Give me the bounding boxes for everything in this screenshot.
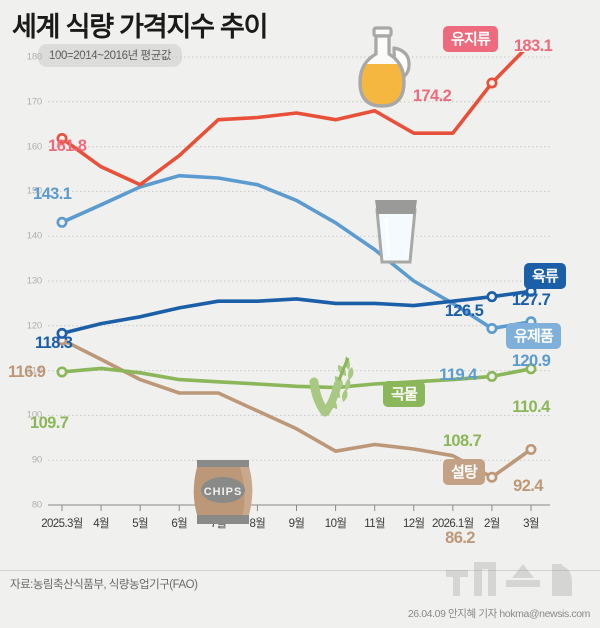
y-axis-tick-label: 160 — [26, 141, 42, 153]
y-axis-tick-label: 140 — [26, 230, 42, 242]
x-axis-tick-label: 6월 — [171, 518, 188, 530]
x-axis-tick-label: 9월 — [288, 518, 305, 530]
source-note: 자료:농림축산식품부, 식량농업기구(FAO) — [10, 579, 198, 591]
value-label: 119.4 — [439, 366, 477, 384]
y-axis-tick-label: 80 — [31, 499, 42, 511]
x-axis-tick-label: 12월 — [402, 518, 425, 530]
data-point-marker — [486, 291, 498, 303]
value-label: 109.7 — [30, 414, 69, 432]
series-line-유지류 — [60, 52, 525, 187]
chips-bag-icon: CHIPS — [193, 460, 253, 524]
y-axis-tick-label: 130 — [26, 275, 42, 287]
data-point-marker — [486, 370, 498, 382]
series-badge-곡물: 곡물 — [383, 381, 426, 407]
footer-divider — [0, 570, 600, 571]
value-label: 143.1 — [33, 185, 72, 203]
value-label: 116.9 — [8, 363, 46, 381]
x-axis-tick-label: 5월 — [132, 518, 149, 530]
y-axis-tick-label: 90 — [31, 454, 42, 466]
series-badge-유제품: 유제품 — [506, 323, 562, 349]
value-label: 118.3 — [35, 334, 73, 352]
chart-canvas — [48, 52, 550, 511]
milk-glass-icon — [375, 200, 417, 264]
value-label: 183.1 — [513, 37, 553, 55]
x-axis-tick-label: 10월 — [324, 518, 347, 530]
value-label: 127.7 — [511, 291, 551, 309]
data-point-marker — [486, 77, 498, 89]
series-line-곡물 — [60, 366, 533, 390]
value-label: 92.4 — [513, 477, 543, 495]
y-axis-tick-label: 110 — [27, 365, 42, 377]
series-line-육류 — [60, 289, 533, 336]
x-axis-tick-label: 2026.1월 — [432, 518, 474, 530]
x-axis-tick-label: 3월 — [523, 518, 539, 530]
series-badge-설탕: 설탕 — [443, 459, 486, 485]
x-tickmarks-group — [61, 505, 532, 511]
value-label: 110.4 — [512, 398, 550, 416]
series-badge-육류: 육류 — [524, 263, 567, 289]
data-point-marker — [486, 471, 498, 483]
x-axis-tick-label: 11월 — [364, 518, 386, 530]
series-lines-group — [60, 52, 533, 480]
x-axis-tick-label: 4월 — [93, 518, 109, 530]
series-line-설탕 — [60, 337, 533, 480]
subtitle-text: 100=2014~2016년 평균값 — [49, 50, 172, 62]
y-axis-tick-label: 100 — [26, 409, 42, 421]
series-line-유제품 — [60, 173, 533, 331]
data-point-marker — [525, 443, 537, 455]
x-axis-tick-label: 2월 — [484, 518, 500, 530]
y-axis-tick-label: 120 — [26, 320, 42, 332]
data-point-marker — [56, 366, 68, 378]
page-title: 세계 식량 가격지수 추이 — [12, 12, 269, 42]
x-axis-tick-label: 8월 — [249, 518, 266, 530]
value-label: 174.2 — [412, 87, 452, 105]
chart-plot-area: 80 90 100 110 120 130 140 150 160 170 180 2025.3월 4… — [27, 52, 552, 545]
svg-text:CHIPS: CHIPS — [204, 486, 243, 498]
oil-jug-icon — [358, 26, 411, 108]
subtitle-pill: 100=2014~2016년 평균값 — [38, 44, 183, 67]
value-label: 86.2 — [445, 529, 475, 547]
value-label: 120.9 — [511, 352, 551, 370]
series-badge-유지류: 유지류 — [443, 26, 499, 52]
y-axis-tick-label: 180 — [26, 51, 42, 63]
newsis-watermark-logo — [446, 562, 572, 596]
x-axis-tick-label: 2025.3월 — [41, 518, 83, 530]
y-axis-tick-label: 170 — [26, 96, 42, 108]
value-label: 161.8 — [48, 137, 87, 155]
data-point-marker — [56, 327, 68, 339]
data-point-marker — [56, 133, 68, 145]
wheat-icon — [309, 356, 354, 417]
y-axis-tick-label: 150 — [26, 185, 42, 197]
reporter-credit: 26.04.09 안지혜 기자 hokma@newsis.com — [407, 608, 591, 620]
data-point-marker — [525, 363, 537, 375]
data-point-marker — [56, 216, 68, 228]
value-label: 108.7 — [442, 432, 482, 450]
value-label: 126.5 — [444, 302, 484, 320]
data-point-marker — [486, 322, 498, 334]
gridlines-group — [48, 56, 550, 506]
series-markers-group — [56, 77, 537, 483]
